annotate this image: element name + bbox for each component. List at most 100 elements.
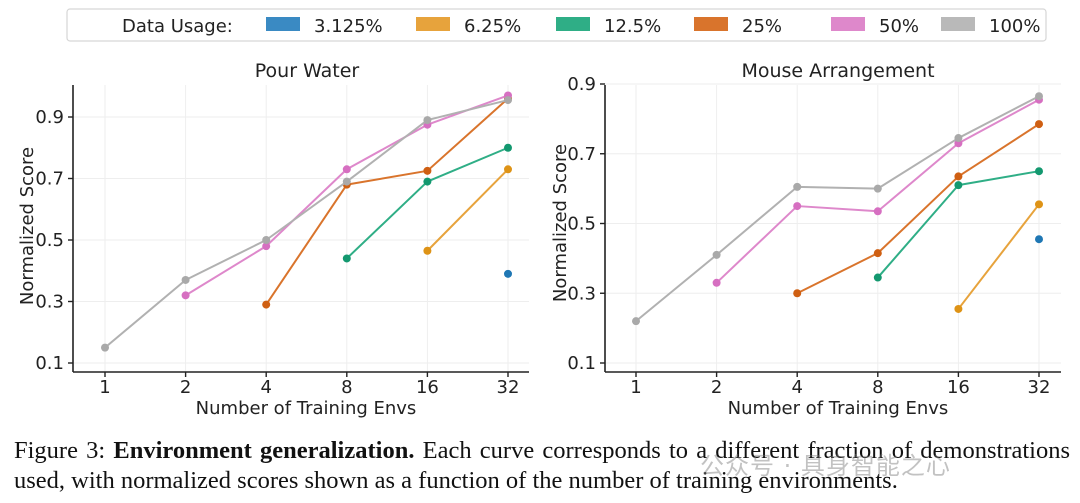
data-point (262, 300, 271, 309)
caption-bold: Environment generalization. (113, 437, 415, 464)
data-point (504, 269, 512, 278)
legend-entry: 3.125% (266, 16, 383, 37)
data-point (1035, 120, 1043, 129)
x-tick-label: 4 (791, 377, 802, 398)
data-point (873, 273, 882, 282)
series-12.5% (873, 167, 1043, 282)
legend-swatch (416, 17, 450, 31)
y-tick-label: 0.5 (567, 214, 596, 235)
series-25% (793, 120, 1043, 298)
legend-title: Data Usage: (122, 16, 233, 37)
chart-title: Pour Water (255, 60, 360, 82)
y-tick-label: 0.5 (35, 230, 64, 251)
data-point (504, 165, 512, 174)
grid (605, 83, 1061, 372)
data-point (712, 278, 721, 287)
series-12.5% (342, 143, 512, 263)
x-tick-label: 16 (416, 377, 439, 398)
data-point (101, 343, 109, 352)
data-point (504, 143, 512, 152)
x-tick-label: 4 (260, 377, 271, 398)
legend-entry: 100% (941, 16, 1040, 37)
y-axis-label: Normalized Score (17, 147, 38, 305)
data-point (181, 275, 190, 284)
legend-label: 6.25% (464, 16, 521, 37)
data-point (1035, 167, 1043, 176)
series-line (796, 123, 1040, 295)
data-point (632, 317, 640, 326)
x-tick-label: 1 (99, 377, 110, 398)
legend-entry: 12.5% (556, 16, 661, 37)
legend-swatch (556, 17, 590, 31)
data-point (181, 291, 190, 300)
x-tick-label: 8 (341, 377, 352, 398)
series-line (957, 203, 1040, 310)
data-point (793, 289, 802, 298)
data-point (262, 242, 271, 251)
chart-mouse-arrangement: Mouse Arrangement Normalized Score Numbe… (550, 60, 1061, 419)
y-tick-label: 0.3 (35, 292, 64, 313)
y-tick-label: 0.9 (567, 74, 596, 95)
data-point (423, 166, 432, 175)
data-point (1035, 200, 1043, 209)
data-point (873, 249, 882, 258)
data-point (1035, 235, 1043, 244)
x-axis-label: Number of Training Envs (728, 398, 949, 419)
data-point (342, 254, 351, 263)
grid (73, 85, 529, 372)
data-point (262, 236, 271, 244)
series-6.25% (423, 165, 512, 255)
figure-caption: Figure 3: Environment generalization. Ea… (14, 436, 1070, 496)
legend-label: 3.125% (314, 16, 383, 37)
figure: Data Usage: 3.125% 6.25% 12.5% 25% 50% 100% P… (17, 8, 1061, 419)
data-point (712, 250, 721, 259)
x-tick-label: 32 (497, 377, 520, 398)
y-axis-label: Normalized Score (550, 144, 571, 302)
y-tick-label: 0.1 (35, 353, 64, 374)
series-6.25% (954, 200, 1043, 313)
series-line (265, 97, 509, 306)
y-tick-label: 0.9 (35, 107, 64, 128)
legend-label: 12.5% (604, 16, 661, 37)
series-line (635, 95, 1040, 322)
legend-label: 100% (989, 16, 1040, 37)
chart-title: Mouse Arrangement (741, 60, 934, 82)
data-point (954, 304, 963, 313)
caption-label: Figure 3: (14, 437, 106, 464)
data-point (423, 116, 432, 125)
data-point (793, 202, 802, 211)
legend: Data Usage: 3.125% 6.25% 12.5% 25% 50% 100% (66, 8, 1047, 42)
data-point (954, 181, 963, 190)
legend-entry: 25% (694, 16, 782, 37)
x-tick-label: 1 (630, 377, 641, 398)
y-tick-label: 0.7 (35, 169, 64, 190)
x-axis-label: Number of Training Envs (196, 398, 417, 419)
data-point (1035, 92, 1043, 101)
data-point (793, 182, 802, 191)
chart-pour-water: Pour Water Normalized Score Number of Tr… (17, 60, 529, 419)
series-100% (101, 96, 512, 352)
legend-label: 50% (879, 16, 919, 37)
x-tick-label: 2 (711, 377, 722, 398)
data-point (423, 177, 432, 186)
legend-entry: 6.25% (416, 16, 521, 37)
x-tick-label: 16 (947, 377, 970, 398)
x-tick-label: 32 (1028, 377, 1051, 398)
y-tick-label: 0.7 (567, 144, 596, 165)
series-line (426, 168, 509, 252)
data-point (954, 134, 963, 143)
y-tick-label: 0.3 (567, 283, 596, 304)
x-tick-label: 2 (180, 377, 191, 398)
data-point (342, 165, 351, 174)
legend-entries: 3.125% 6.25% 12.5% 25% 50% 100% (266, 16, 1040, 37)
series-25% (262, 94, 512, 309)
data-point (954, 172, 963, 181)
data-point (504, 96, 512, 105)
series-100% (632, 92, 1043, 326)
data-point (423, 246, 432, 255)
legend-entry: 50% (831, 16, 919, 37)
legend-swatch (941, 17, 975, 31)
legend-swatch (831, 17, 865, 31)
data-point (873, 207, 882, 216)
series-line (104, 99, 509, 349)
